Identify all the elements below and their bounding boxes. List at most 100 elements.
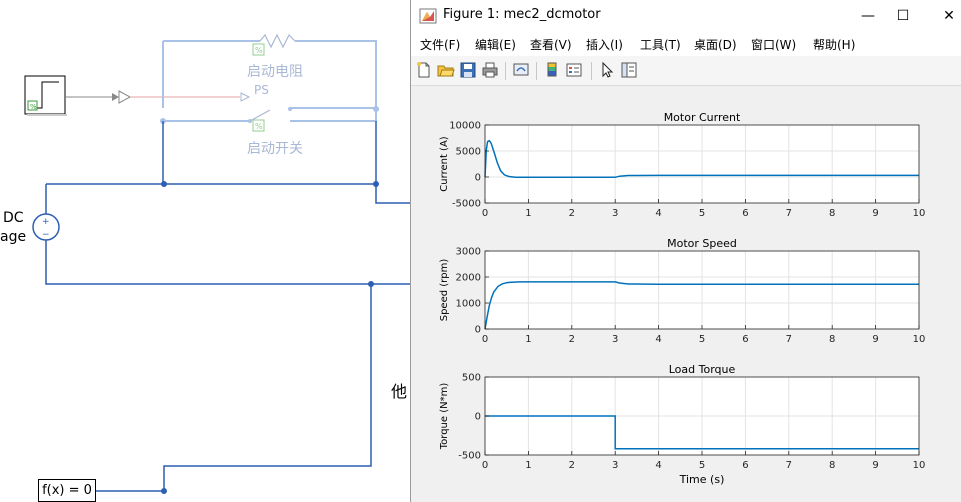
series-line: [485, 415, 919, 450]
link-icon[interactable]: [512, 61, 530, 79]
x-tick-label: 5: [699, 460, 705, 471]
x-tick-label: 1: [525, 334, 531, 345]
x-tick-label: 3: [612, 334, 618, 345]
x-tick-label: 7: [786, 208, 792, 219]
x-tick-label: 5: [699, 334, 705, 345]
x-tick-label: 6: [742, 208, 748, 219]
x-tick-label: 1: [525, 460, 531, 471]
x-tick-label: 4: [655, 334, 661, 345]
solver-config-block[interactable]: f(x) = 0: [38, 479, 96, 502]
property-editor-icon[interactable]: [620, 61, 638, 79]
figure-window[interactable]: Figure 1: mec2_dcmotor — ☐ ✕ 文件(F) 编辑(E)…: [410, 0, 961, 502]
x-tick-label: 4: [655, 460, 661, 471]
svg-text:%: %: [30, 103, 37, 111]
save-icon[interactable]: [459, 61, 477, 79]
subplot-2[interactable]: 0 1 2 3 4 5 6 7 8 9 10 0 1000 2000 3000 Motor Speed Spee…: [439, 237, 925, 345]
chart-title: Load Torque: [669, 363, 736, 376]
x-tick-label: 4: [655, 208, 661, 219]
maximize-button[interactable]: ☐: [896, 8, 910, 24]
x-tick-label: 0: [482, 208, 488, 219]
start-switch-block[interactable]: %: [160, 106, 379, 132]
x-axis-label: Time (s): [679, 473, 725, 486]
menu-desktop[interactable]: 桌面(D): [694, 38, 737, 52]
y-axis-label: Current (A): [439, 136, 450, 191]
toolbar-separator: [505, 62, 506, 80]
menu-view[interactable]: 查看(V): [530, 38, 572, 52]
x-tick-label: 0: [482, 334, 488, 345]
x-tick-label: 0: [482, 460, 488, 471]
colorbar-icon[interactable]: [543, 61, 561, 79]
dc-label: DC: [3, 210, 24, 226]
figure-menubar: 文件(F) 编辑(E) 查看(V) 插入(I) 工具(T) 桌面(D) 窗口(W…: [411, 32, 961, 56]
menu-file[interactable]: 文件(F): [420, 38, 461, 52]
dc-voltage-source-block[interactable]: + −: [32, 213, 60, 241]
partial-chinese-label: 他: [391, 382, 408, 401]
open-file-icon[interactable]: [437, 61, 455, 79]
menu-window[interactable]: 窗口(W): [751, 38, 797, 52]
y-tick-label: -500: [458, 451, 481, 462]
series-line: [484, 281, 919, 330]
chart-title: Motor Current: [664, 111, 741, 124]
y-tick-label: 3000: [456, 247, 481, 258]
ps-label: PS: [254, 83, 269, 97]
chart-title: Motor Speed: [667, 237, 737, 250]
x-tick-label: 2: [569, 334, 575, 345]
y-tick-label: 5000: [456, 147, 481, 158]
y-axis-label: Speed (rpm): [439, 259, 450, 322]
x-tick-label: 10: [913, 208, 926, 219]
x-tick-label: 9: [872, 208, 878, 219]
electrical-wiring: [45, 121, 411, 492]
x-tick-label: 3: [612, 208, 618, 219]
x-tick-label: 6: [742, 460, 748, 471]
step-source-block[interactable]: %: [24, 75, 67, 116]
x-tick-label: 8: [829, 460, 835, 471]
minimize-button[interactable]: —: [861, 8, 875, 24]
figure-toolbar: [411, 56, 961, 86]
x-tick-label: 2: [569, 208, 575, 219]
y-tick-label: 1000: [456, 299, 481, 310]
x-tick-label: 8: [829, 334, 835, 345]
toolbar-separator: [536, 62, 537, 80]
y-tick-label: 0: [475, 412, 481, 423]
svg-text:%: %: [255, 46, 263, 55]
model-diagram: % % %: [24, 33, 411, 494]
y-tick-label: 10000: [449, 121, 481, 132]
x-tick-label: 9: [872, 334, 878, 345]
voltage-partial-label: age: [0, 229, 27, 245]
start-resistor-block[interactable]: %: [162, 33, 377, 108]
y-tick-label: 2000: [456, 273, 481, 284]
start-resistor-label: 启动电阻: [247, 64, 303, 80]
figure-title: Figure 1: mec2_dcmotor: [443, 7, 601, 22]
svg-text:+: +: [42, 217, 50, 227]
x-tick-label: 6: [742, 334, 748, 345]
close-button[interactable]: ✕: [943, 8, 955, 24]
y-tick-label: 0: [475, 173, 481, 184]
y-tick-label: 500: [462, 373, 481, 384]
x-tick-label: 1: [525, 208, 531, 219]
x-tick-label: 3: [612, 460, 618, 471]
matlab-figure-icon: [419, 8, 437, 24]
print-icon[interactable]: [481, 61, 499, 79]
new-figure-icon[interactable]: [415, 61, 433, 79]
y-axis-label: Torque (N*m): [439, 383, 450, 451]
model-canvas[interactable]: % % %: [0, 0, 411, 502]
menu-tools[interactable]: 工具(T): [640, 38, 681, 52]
x-tick-label: 5: [699, 208, 705, 219]
menu-help[interactable]: 帮助(H): [813, 38, 856, 52]
menu-insert[interactable]: 插入(I): [586, 38, 623, 52]
toolbar-separator: [591, 62, 592, 80]
svg-text:−: −: [42, 230, 50, 240]
series-line: [484, 139, 919, 179]
figure-titlebar[interactable]: Figure 1: mec2_dcmotor — ☐ ✕: [411, 0, 961, 32]
y-tick-label: 0: [475, 325, 481, 336]
x-tick-label: 9: [872, 460, 878, 471]
pointer-icon[interactable]: [598, 61, 616, 79]
y-tick-label: -5000: [452, 199, 481, 210]
menu-edit[interactable]: 编辑(E): [475, 38, 516, 52]
x-tick-label: 7: [786, 334, 792, 345]
legend-icon[interactable]: [565, 61, 583, 79]
x-tick-label: 10: [913, 460, 926, 471]
